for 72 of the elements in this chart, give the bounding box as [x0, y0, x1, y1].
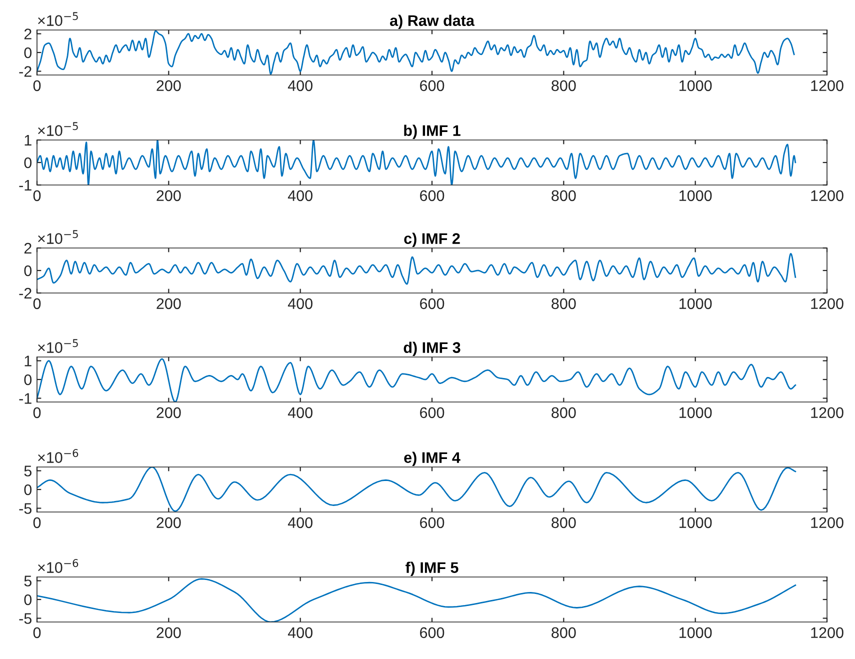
text: ×10$^{−6}$	[38, 449, 78, 463]
x-tick-label: 400	[288, 298, 312, 310]
x-tick-label: 400	[288, 407, 312, 418]
text: ×10$^{−5}$	[38, 230, 78, 244]
x-tick-label: 800	[552, 190, 576, 202]
text: ×10$^{−5}$	[38, 12, 78, 26]
x-tick-label: 1200	[811, 517, 844, 528]
x-tick-label: 600	[420, 627, 444, 638]
y-tick-label: 0	[24, 594, 32, 606]
x-tick-label: 400	[288, 517, 312, 528]
y-tick-label: 0	[24, 157, 32, 168]
y-tick-label: 2	[24, 28, 32, 40]
x-tick-label: 1000	[680, 517, 712, 528]
x-tick-label: 1200	[811, 80, 844, 92]
y-tick-label: -5	[19, 503, 32, 514]
x-tick-label: 800	[552, 298, 576, 310]
x-tick-label: 400	[288, 627, 312, 638]
x-tick-label: 0	[33, 190, 41, 202]
x-tick-label: 1200	[811, 298, 844, 310]
chart-title: e) IMF 4	[404, 452, 460, 466]
chart-title: a) Raw data	[390, 14, 475, 30]
x-tick-label: 1000	[680, 627, 712, 638]
y-tick-label: 1	[24, 356, 32, 366]
x-tick-label: 600	[420, 407, 444, 418]
y-tick-label: 5	[24, 576, 32, 586]
y-tick-label: 2	[24, 242, 32, 254]
x-tick-label: 400	[288, 190, 312, 202]
x-tick-label: 0	[33, 298, 41, 310]
x-tick-label: 0	[33, 627, 41, 638]
x-tick-label: 800	[552, 517, 576, 528]
x-tick-label: 200	[156, 627, 181, 638]
text: ×10$^{−6}$	[38, 559, 78, 573]
x-tick-label: 200	[156, 407, 181, 418]
y-tick-label: -1	[19, 393, 32, 404]
y-tick-label: 5	[24, 466, 32, 476]
x-tick-label: 200	[156, 190, 181, 202]
x-tick-label: 1200	[811, 190, 844, 202]
y-tick-label: -2	[19, 66, 32, 77]
x-tick-label: 0	[33, 517, 41, 528]
x-tick-label: 1000	[680, 407, 712, 418]
y-tick-label: 0	[24, 374, 32, 386]
y-tick-label: 0	[24, 47, 32, 58]
chart-title: c) IMF 2	[404, 232, 460, 248]
y-tick-label: -5	[19, 613, 32, 624]
x-tick-label: 1200	[811, 627, 844, 638]
x-tick-label: 0	[33, 407, 41, 418]
x-tick-label: 600	[420, 80, 444, 92]
x-tick-label: 800	[552, 407, 576, 418]
x-tick-label: 1200	[811, 407, 844, 418]
y-tick-label: 0	[24, 265, 32, 276]
x-tick-label: 600	[420, 298, 444, 310]
text: ×10$^{−5}$	[38, 122, 78, 136]
chart-title: b) IMF 1	[404, 124, 460, 140]
x-tick-label: 200	[156, 298, 181, 310]
chart-title: f) IMF 5	[406, 562, 458, 576]
x-tick-label: 800	[552, 80, 576, 92]
x-tick-label: 200	[156, 80, 181, 92]
y-tick-label: 1	[24, 135, 32, 146]
y-tick-label: -2	[19, 288, 32, 299]
x-tick-label: 200	[156, 517, 181, 528]
x-tick-label: 1000	[680, 298, 712, 310]
x-tick-label: 600	[420, 517, 444, 528]
x-tick-label: 800	[552, 627, 576, 638]
x-tick-label: 600	[420, 190, 444, 202]
text: ×10$^{−5}$	[38, 339, 78, 353]
x-tick-label: 0	[33, 80, 41, 92]
chart-title: d) IMF 3	[404, 342, 460, 356]
x-tick-label: 400	[288, 80, 312, 92]
x-tick-label: 1000	[680, 80, 712, 92]
y-tick-label: -1	[19, 180, 32, 191]
x-tick-label: 1000	[680, 190, 712, 202]
y-tick-label: 0	[24, 484, 32, 496]
